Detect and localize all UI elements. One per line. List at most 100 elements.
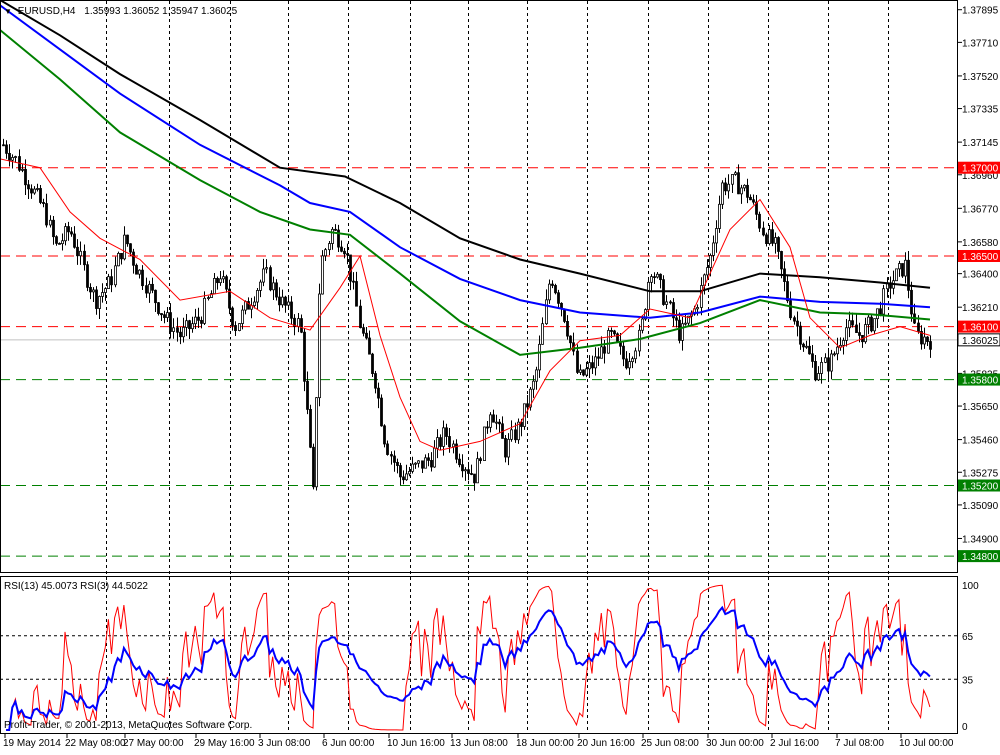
candle-body (197, 316, 200, 321)
candle-body (740, 187, 743, 195)
rsi3-line (6, 584, 931, 731)
candle-body (117, 252, 120, 267)
current-price-label: 1.36025 (962, 336, 999, 347)
candle-body (907, 259, 910, 291)
candle-body (817, 373, 820, 381)
candle-body (132, 251, 135, 266)
candle-body (76, 246, 79, 257)
candle-body (436, 437, 439, 449)
candle-body (148, 283, 151, 294)
candle-body (126, 234, 129, 245)
price-panel-frame (0, 0, 958, 573)
copyright-text: Profit-Trader, © 2001-2013, MetaQuotes S… (4, 720, 252, 731)
candle-body (904, 259, 907, 277)
candle-body (421, 460, 424, 469)
candle-body (334, 228, 337, 231)
indicator-header: RSI(13) 45.0073 RSI(3) 44.5022 (4, 581, 148, 592)
candle-body (541, 323, 544, 345)
candle-body (27, 184, 30, 190)
candle-body (659, 273, 662, 281)
candle-body (371, 353, 374, 374)
collapse-arrow-icon[interactable]: ▼ (4, 7, 12, 16)
candle-body (287, 301, 290, 306)
candle-body (135, 264, 138, 275)
candle-body (514, 429, 517, 441)
candle-body (607, 330, 610, 354)
candle-body (2, 144, 5, 147)
candle-body (464, 469, 467, 472)
candle-body (380, 397, 383, 427)
candle-body (55, 236, 58, 244)
candle-body (864, 324, 867, 343)
time-label: 20 Jun 16:00 (577, 738, 635, 749)
candle-body (461, 464, 464, 472)
candle-body (411, 463, 414, 472)
candle-body (672, 302, 675, 319)
time-label: 19 May 2014 (3, 738, 61, 749)
price-tick-label: 1.37520 (962, 72, 999, 83)
moving-average-line (0, 29, 931, 356)
candle-body (39, 188, 42, 203)
level-label: 1.34800 (962, 552, 999, 563)
candle-body (675, 317, 678, 321)
candle-body (225, 276, 228, 290)
candle-body (814, 361, 817, 381)
current-price-box (957, 333, 1000, 347)
level-box (958, 373, 1000, 386)
candle-body (836, 346, 839, 355)
price-tick-label: 1.36210 (962, 303, 999, 314)
candle-body (510, 429, 513, 440)
candle-body (154, 289, 157, 304)
candle-body (579, 369, 582, 373)
candle-body (386, 443, 389, 455)
candle-body (191, 323, 194, 330)
candle-body (365, 332, 368, 339)
candle-body (11, 157, 14, 161)
candle-body (734, 172, 737, 175)
candle-body (352, 280, 355, 283)
candle-body (802, 343, 805, 348)
candle-body (303, 331, 306, 382)
candle-body (448, 436, 451, 448)
candle-body (495, 421, 498, 424)
candle-body (492, 414, 495, 423)
candle-body (64, 226, 67, 242)
candle-body (408, 470, 411, 475)
candle-body (721, 182, 724, 205)
price-tick-label: 1.36960 (962, 171, 999, 182)
candle-body (805, 345, 808, 348)
candle-body (616, 333, 619, 343)
candle-body (36, 188, 39, 190)
candle-body (870, 316, 873, 332)
candle-body (160, 313, 163, 316)
candle-body (194, 316, 197, 325)
price-tick-label: 1.37145 (962, 138, 999, 149)
candle-body (430, 460, 433, 468)
candle-body (789, 300, 792, 319)
candle-body (520, 421, 523, 427)
candle-body (14, 156, 17, 158)
candle-body (107, 276, 110, 290)
candle-body (70, 231, 73, 235)
candle-body (848, 320, 851, 329)
candle-body (49, 219, 52, 226)
period-separators (106, 1, 889, 733)
candle-body (445, 427, 448, 437)
candle-body (265, 267, 268, 270)
candle-body (901, 263, 904, 277)
price-tick-label: 1.34900 (962, 534, 999, 545)
candle-body (374, 373, 377, 389)
rsi-axis: 100 65 35 0 (962, 581, 979, 733)
candle-body (272, 282, 275, 291)
candle-body (597, 356, 600, 359)
price-tick-label: 1.35460 (962, 436, 999, 447)
level-box (958, 320, 1000, 333)
candle-body (808, 345, 811, 355)
time-label: 27 May 00:00 (123, 738, 184, 749)
candle-body (507, 438, 510, 458)
candle-body (882, 288, 885, 315)
candle-body (678, 319, 681, 341)
